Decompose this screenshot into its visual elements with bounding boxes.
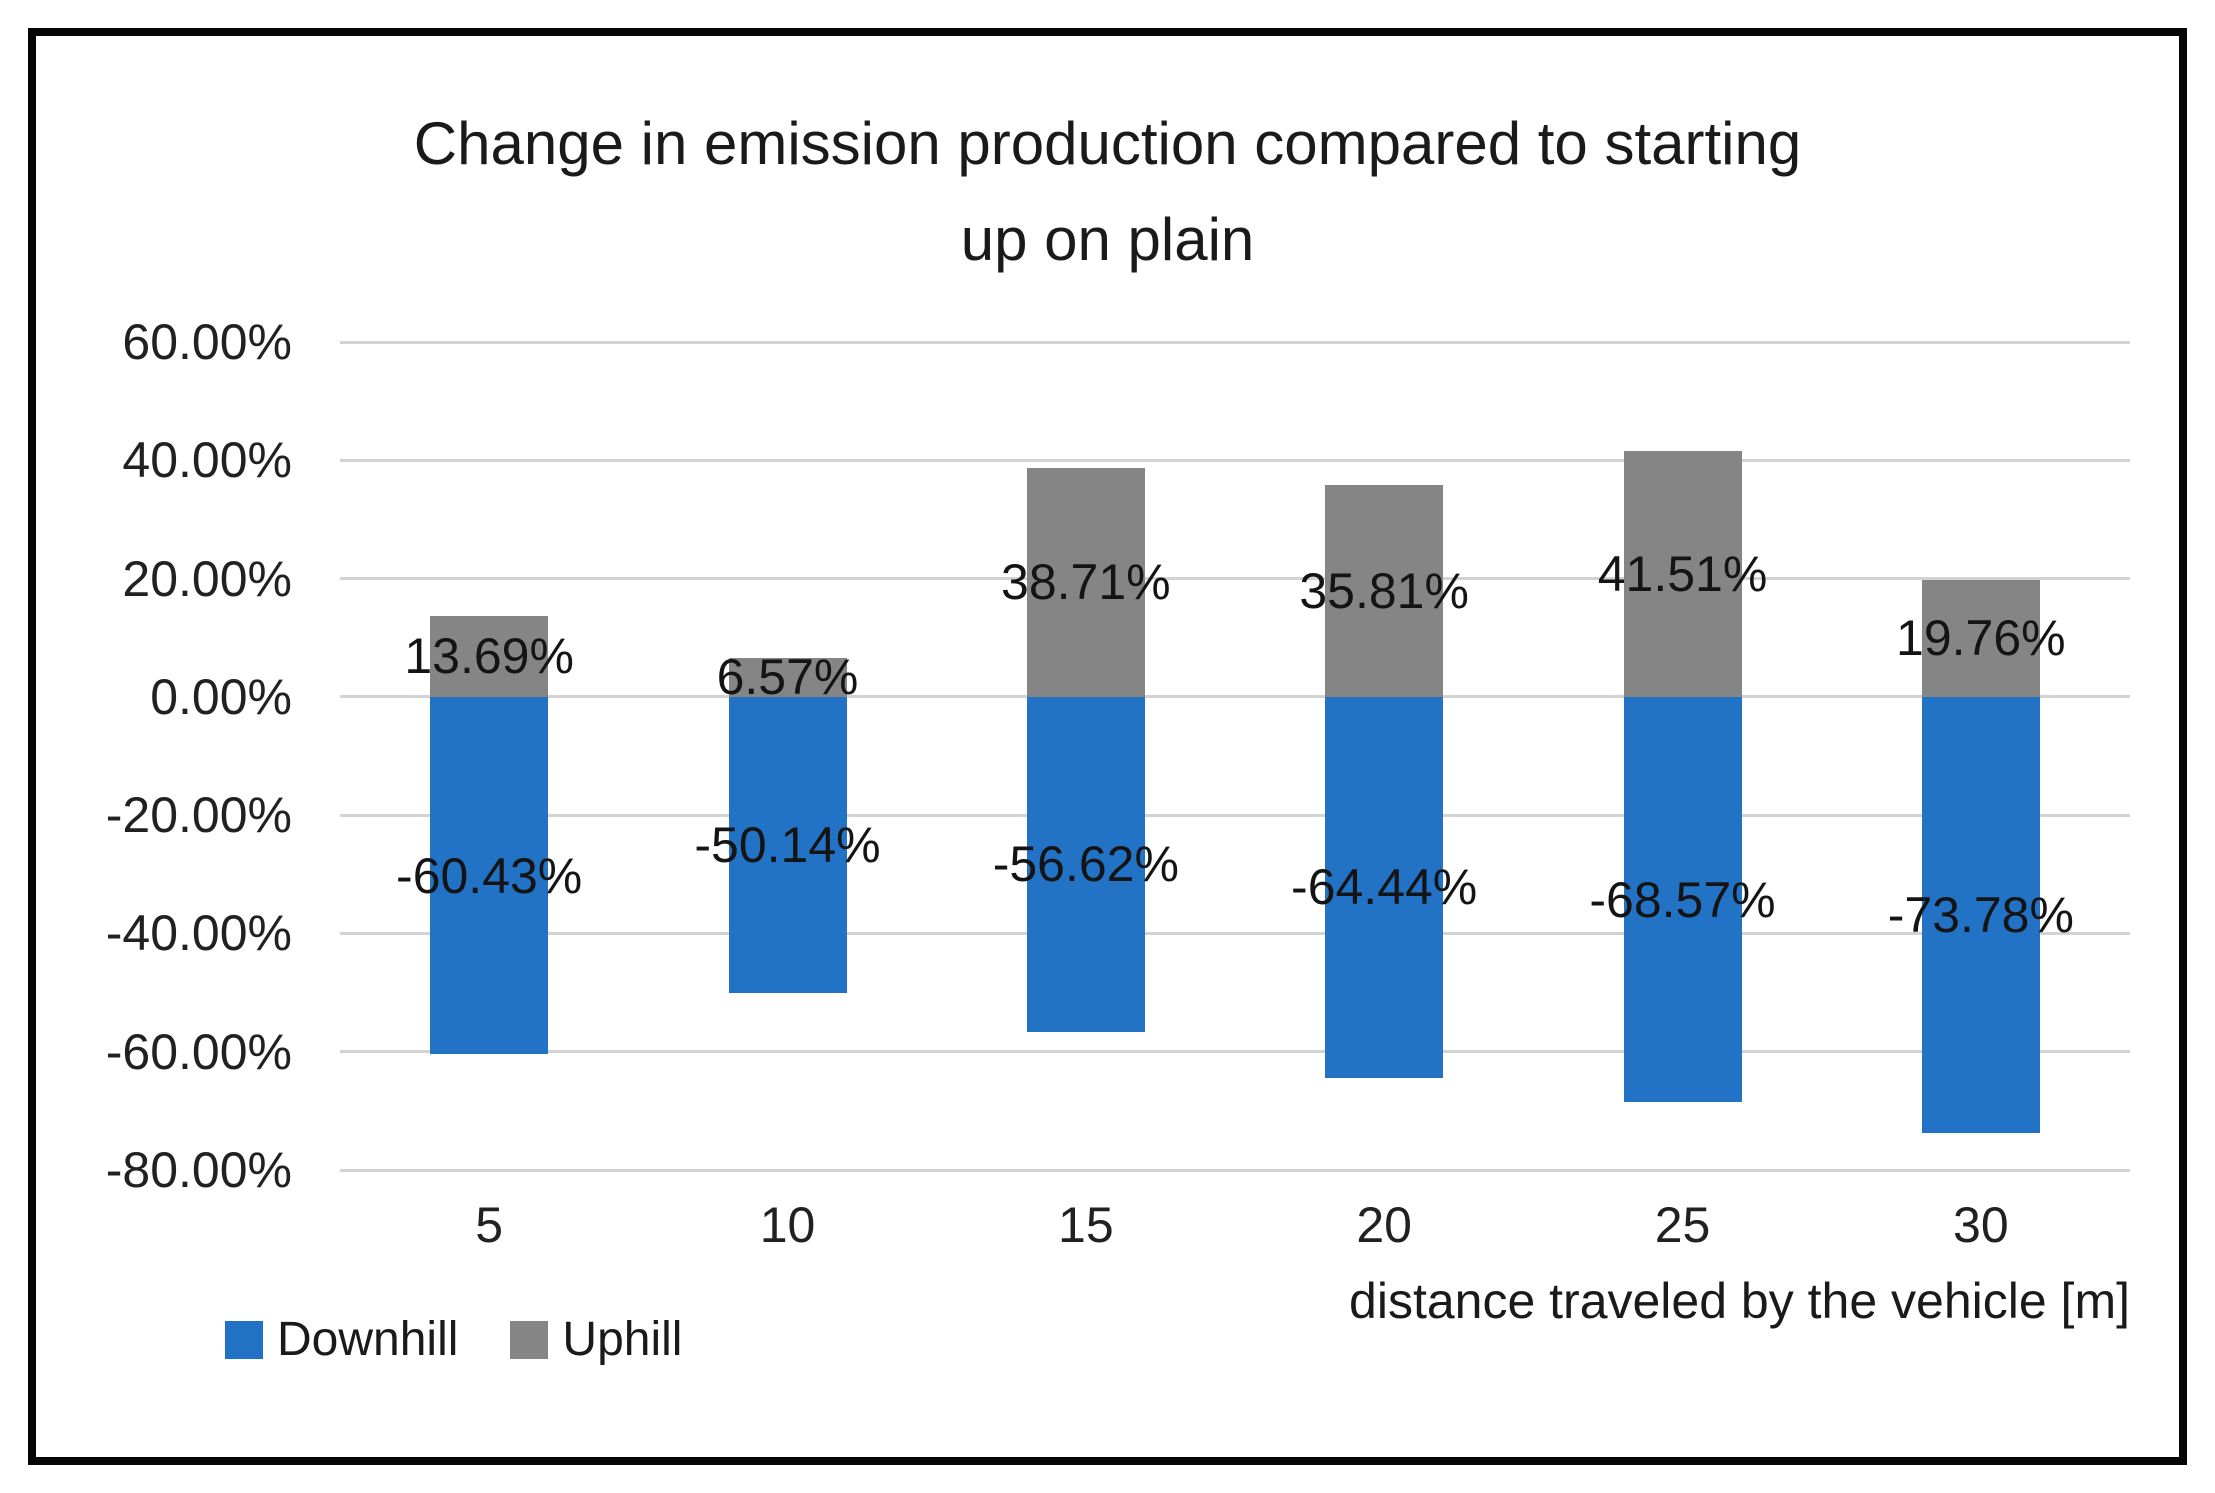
plot-area: -60.43% -50.14% -56.62% -64.44% -68.57% -73.7… [340, 340, 2130, 1172]
bar-downhill-15 [1026, 696, 1145, 1032]
legend-swatch-downhill [225, 1320, 263, 1359]
y-axis-labels: 60.00% 40.00% 20.00% 0.00% -20.00% -40.00% -60… [40, 314, 292, 1198]
data-label-downhill-25: -68.57% [1589, 871, 1776, 928]
data-label-downhill-30: -73.78% [1887, 887, 2074, 944]
data-label-uphill-10: 6.57% [716, 649, 859, 706]
data-label-downhill-5: -60.43% [396, 847, 583, 904]
bar-uphill-10 [728, 658, 847, 697]
data-label-downhill-20: -64.44% [1291, 859, 1478, 916]
bar-downhill-25 [1623, 696, 1742, 1103]
y-tick-label: -20.00% [105, 787, 292, 844]
legend-label-downhill: Downhill [277, 1313, 459, 1366]
data-label-uphill-25: 41.51% [1597, 546, 1768, 603]
legend-label-uphill: Uphill [562, 1313, 683, 1366]
bar-downhill-20 [1325, 696, 1444, 1078]
chart-title: Change in emission production compared t… [0, 96, 2215, 288]
y-tick-label: 20.00% [122, 550, 292, 607]
gridline [340, 695, 2130, 699]
bar-downhill-10 [728, 696, 847, 994]
bar-downhill-5 [430, 696, 549, 1055]
x-axis-labels: 5 10 15 20 25 30 [340, 1190, 2130, 1260]
chart-title-line-1: Change in emission production compared t… [413, 110, 1802, 177]
gridline [340, 458, 2130, 462]
y-tick-label: -80.00% [105, 1142, 292, 1198]
legend: Downhill Uphill [225, 1312, 682, 1367]
chart-title-line-2: up on plain [960, 206, 1255, 273]
y-tick-label: 0.00% [150, 668, 292, 725]
data-label-uphill-20: 35.81% [1299, 562, 1469, 619]
x-tick-label: 5 [475, 1197, 504, 1253]
bar-uphill-25 [1623, 451, 1742, 697]
gridline [340, 1050, 2130, 1054]
gridline [340, 931, 2130, 935]
x-axis-title: distance traveled by the vehicle [m] [1349, 1273, 2130, 1329]
data-label-uphill-5: 13.69% [404, 628, 574, 685]
x-tick-label: 10 [759, 1197, 816, 1253]
data-label-uphill-30: 19.76% [1896, 610, 2066, 667]
x-tick-label: 15 [1058, 1197, 1114, 1253]
legend-item-uphill: Uphill [510, 1312, 682, 1367]
gridline [340, 340, 2130, 344]
gridline [340, 1168, 2130, 1172]
gridline [340, 577, 2130, 581]
gridline [340, 813, 2130, 817]
y-tick-label: -40.00% [105, 905, 292, 962]
x-tick-label: 30 [1953, 1197, 2009, 1253]
y-tick-label: 60.00% [122, 314, 292, 370]
bar-uphill-30 [1921, 579, 2040, 697]
y-tick-label: -60.00% [105, 1023, 292, 1080]
legend-item-downhill: Downhill [225, 1312, 458, 1367]
legend-swatch-uphill [510, 1320, 549, 1359]
x-tick-label: 20 [1356, 1197, 1412, 1253]
data-label-downhill-10: -50.14% [694, 817, 881, 874]
bar-uphill-5 [430, 615, 549, 697]
bar-uphill-20 [1325, 485, 1444, 697]
y-tick-label: 40.00% [122, 432, 292, 489]
x-tick-label: 25 [1654, 1197, 1711, 1253]
bar-downhill-30 [1921, 696, 2040, 1134]
data-label-downhill-15: -56.62% [992, 836, 1179, 893]
bar-uphill-15 [1026, 467, 1145, 697]
data-label-uphill-15: 38.71% [1001, 554, 1171, 611]
